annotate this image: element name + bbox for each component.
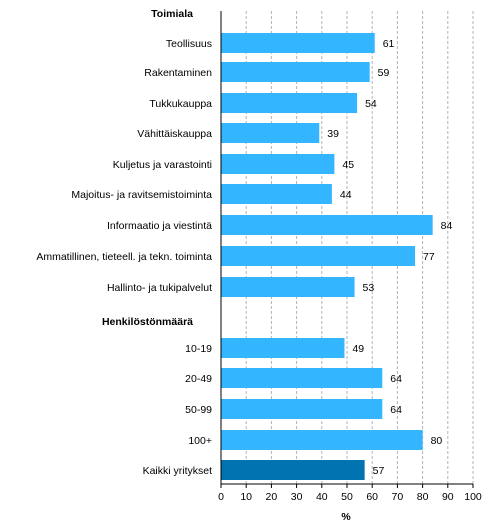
value-label: 44 <box>340 189 352 201</box>
x-tick-label: 20 <box>266 491 278 503</box>
category-label: Informaatio ja viestintä <box>107 220 212 232</box>
value-label: 49 <box>352 343 364 355</box>
bar-hallinto-ja-tukipalvelut <box>221 277 355 297</box>
x-axis-label: % <box>341 511 351 523</box>
bar-100 <box>221 430 423 450</box>
bar-20-49 <box>221 368 383 388</box>
category-label: Tukkukauppa <box>149 98 212 110</box>
section-title: Toimiala <box>151 8 193 20</box>
category-label: Hallinto- ja tukipalvelut <box>107 282 212 294</box>
section-title: Henkilöstönmäärä <box>102 316 193 328</box>
bar-teollisuus <box>221 33 375 53</box>
category-label: Vähittäiskauppa <box>137 128 212 140</box>
category-label: Kaikki yritykset <box>143 465 213 477</box>
value-label: 64 <box>390 373 402 385</box>
value-label: 39 <box>327 128 339 140</box>
value-label: 57 <box>373 465 385 477</box>
bar-kuljetus-ja-varastointi <box>221 154 335 174</box>
category-label: 50-99 <box>185 404 212 416</box>
category-label: 100+ <box>188 435 212 447</box>
value-label: 84 <box>441 220 453 232</box>
category-labels: Toimiala Teollisuus Rakentaminen Tukkukaupp… <box>36 8 212 477</box>
x-tick-label: 80 <box>417 491 429 503</box>
bar-tukkukauppa <box>221 93 358 113</box>
x-tick-label: 70 <box>392 491 404 503</box>
category-label: 20-49 <box>185 373 212 385</box>
category-label: Teollisuus <box>166 38 212 50</box>
value-label: 77 <box>423 251 435 263</box>
bar-ammatillinen-tieteell-ja-tekn-toiminta <box>221 246 416 266</box>
category-label: Kuljetus ja varastointi <box>113 159 212 171</box>
x-tick-label: 90 <box>442 491 454 503</box>
bar-kaikki-yritykset <box>221 460 365 480</box>
bar-majoitus-ja-ravitsemistoiminta <box>221 184 332 204</box>
value-label: 54 <box>365 98 377 110</box>
x-tick-label: 50 <box>341 491 353 503</box>
x-tick-label: 40 <box>316 491 328 503</box>
x-tick-label: 10 <box>240 491 252 503</box>
bar-vähittäiskauppa <box>221 123 320 143</box>
value-label: 53 <box>363 282 375 294</box>
value-label: 61 <box>383 38 395 50</box>
bars <box>221 33 433 480</box>
x-tick-label: 30 <box>291 491 303 503</box>
bar-rakentaminen <box>221 62 370 82</box>
x-tick-label: 100 <box>464 491 482 503</box>
value-label: 80 <box>431 435 443 447</box>
category-label: Rakentaminen <box>144 67 212 79</box>
category-label: Ammatillinen, tieteell. ja tekn. toimint… <box>36 251 212 263</box>
x-tick-label: 60 <box>366 491 378 503</box>
value-label: 64 <box>390 404 402 416</box>
bar-10-19 <box>221 338 345 358</box>
value-label: 45 <box>342 159 354 171</box>
bar-50-99 <box>221 399 383 419</box>
category-label: 10-19 <box>185 343 212 355</box>
category-label: Majoitus- ja ravitsemistoiminta <box>71 189 212 201</box>
bar-informaatio-ja-viestintä <box>221 215 433 235</box>
x-axis: 0 10 20 30 40 50 60 70 80 90 100 <box>218 11 482 503</box>
value-labels: 61 59 54 39 45 44 84 77 53 49 64 64 80 57 <box>327 38 452 477</box>
x-tick-label: 0 <box>218 491 224 503</box>
value-label: 59 <box>378 67 390 79</box>
